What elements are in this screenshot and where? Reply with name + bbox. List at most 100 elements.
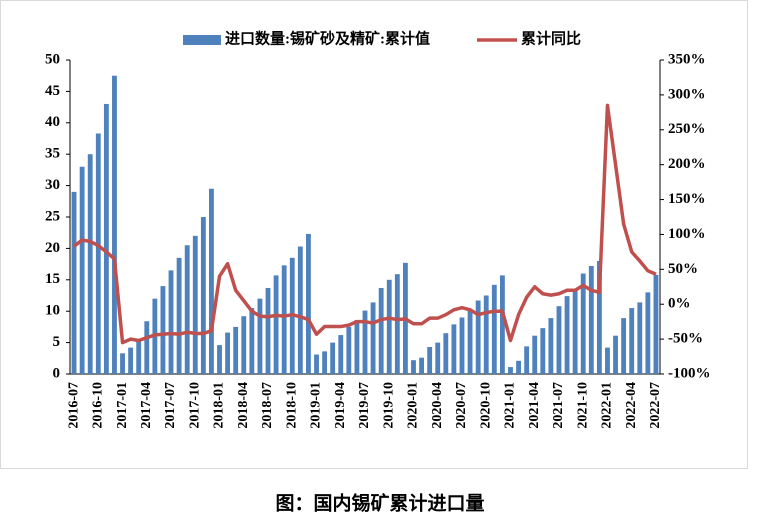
bar: [79, 166, 85, 374]
y-tick-label: 10: [45, 303, 60, 319]
bar: [475, 300, 481, 374]
y-tick-label: 15: [45, 271, 60, 287]
bar: [330, 342, 336, 374]
x-tick-label: 2017-04: [139, 382, 154, 429]
bar: [419, 357, 424, 374]
x-tick-label: 2022-07: [648, 382, 663, 429]
line: [72, 103, 657, 345]
bar: [103, 103, 109, 375]
bar: [427, 346, 433, 374]
bar: [411, 360, 416, 374]
x-tick-label: 2018-10: [284, 382, 299, 429]
bar: [192, 235, 198, 374]
bar: [459, 317, 465, 374]
y-tick-label: 30: [45, 177, 60, 193]
x-tick-label: 2020-10: [478, 382, 493, 429]
bar: [605, 347, 610, 374]
bar: [596, 260, 602, 374]
bar: [176, 257, 182, 374]
bar: [540, 328, 546, 374]
bar: [613, 335, 618, 374]
bar: [629, 308, 635, 374]
bar: [128, 347, 134, 374]
x-tick-label: 2016-10: [91, 382, 106, 429]
y2-tick-label: 350%: [668, 51, 706, 67]
y2-tick-label: 200%: [668, 156, 706, 172]
bar: [572, 288, 578, 374]
bar: [588, 265, 594, 374]
bar: [637, 302, 643, 374]
bar: [281, 265, 287, 374]
x-tick-label: 2019-07: [357, 382, 372, 429]
bar: [95, 133, 101, 374]
x-tick-label: 2021-01: [503, 382, 518, 429]
x-tick-label: 2018-04: [236, 382, 251, 429]
x-tick-label: 2021-07: [551, 382, 566, 429]
bar: [144, 321, 150, 374]
x-tick-label: 2017-10: [187, 382, 202, 429]
legend-swatch: [183, 35, 221, 45]
bar: [362, 310, 368, 374]
bar: [499, 275, 505, 374]
bar: [645, 292, 651, 374]
y-tick-label: 0: [53, 365, 61, 381]
bar: [257, 298, 263, 374]
y-tick-label: 40: [45, 114, 60, 130]
x-tick-label: 2018-01: [212, 382, 227, 429]
bar: [491, 284, 497, 374]
bar: [209, 188, 214, 374]
bar: [249, 308, 255, 374]
y2-tick-label: -100%: [668, 365, 711, 381]
y2-tick-label: 150%: [668, 191, 706, 207]
bar: [306, 233, 311, 374]
bar: [516, 360, 521, 374]
bar: [443, 333, 449, 374]
bar: [338, 335, 344, 374]
bar: [112, 75, 117, 374]
bar: [346, 326, 352, 374]
bar: [87, 154, 93, 374]
x-tick-label: 2017-07: [163, 382, 178, 429]
x-tick-label: 2017-01: [115, 382, 130, 429]
bar: [580, 273, 586, 374]
bar: [524, 346, 530, 374]
bar: [225, 332, 231, 374]
bar: [394, 274, 400, 374]
bar: [265, 287, 271, 374]
y-tick-label: 50: [45, 51, 60, 67]
bar: [451, 324, 457, 374]
x-tick-label: 2018-07: [260, 382, 275, 429]
bar: [370, 302, 376, 374]
y-tick-label: 25: [45, 208, 60, 224]
bar: [233, 326, 239, 374]
y-tick-label: 45: [45, 83, 60, 99]
y-tick-label: 5: [53, 334, 61, 350]
bar: [297, 246, 303, 374]
x-tick-label: 2021-10: [575, 382, 590, 429]
bar: [322, 351, 328, 374]
bar: [548, 318, 554, 374]
y2-tick-label: 100%: [668, 226, 706, 242]
bar: [217, 345, 222, 374]
y2-tick-label: 300%: [668, 86, 706, 102]
x-tick-label: 2021-04: [527, 382, 542, 429]
chart-frame: [0, 0, 748, 469]
x-tick-label: 2020-04: [430, 382, 445, 429]
bar: [120, 353, 125, 374]
bar: [354, 319, 360, 374]
y2-tick-label: 0%: [668, 296, 691, 312]
y-tick-label: 35: [45, 146, 60, 162]
bar: [71, 191, 77, 374]
x-tick-label: 2019-04: [333, 382, 348, 429]
bar: [160, 286, 166, 374]
y2-tick-label: -50%: [668, 331, 703, 347]
bar: [467, 309, 473, 374]
bar: [508, 367, 513, 374]
bar: [184, 245, 190, 374]
bar: [136, 339, 142, 374]
x-tick-label: 2022-04: [624, 382, 639, 429]
x-tick-label: 2019-10: [381, 382, 396, 429]
legend-label: 进口数量:锡矿砂及精矿:累计值: [225, 29, 430, 47]
bar: [435, 342, 441, 374]
